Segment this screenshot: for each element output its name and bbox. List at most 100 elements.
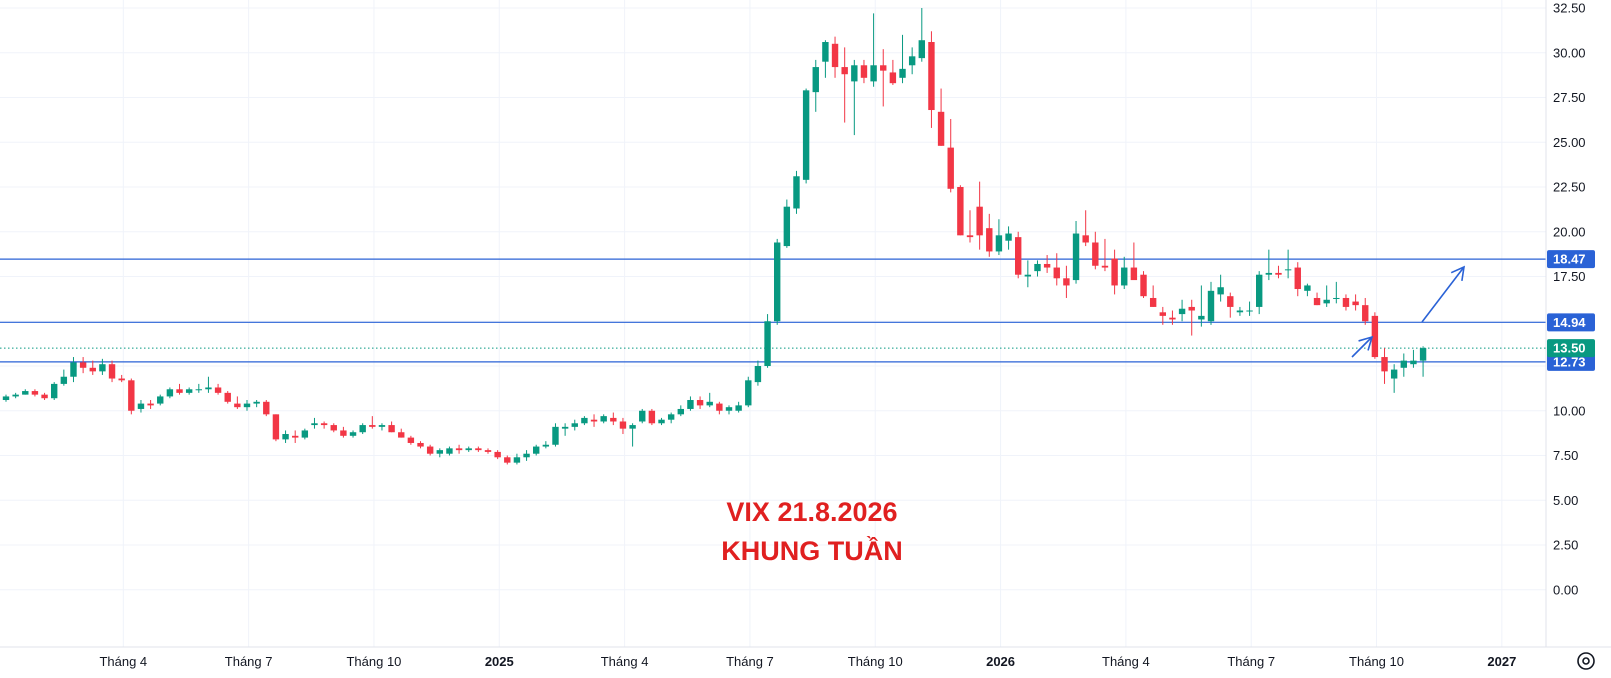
candle[interactable] <box>1275 265 1282 279</box>
candle[interactable] <box>1207 281 1215 325</box>
candle[interactable] <box>1227 292 1234 318</box>
candle[interactable] <box>937 88 945 146</box>
candle[interactable] <box>774 238 781 325</box>
candle[interactable] <box>128 378 135 415</box>
candle[interactable] <box>205 376 212 393</box>
candle[interactable] <box>417 441 424 449</box>
candle[interactable] <box>214 383 222 395</box>
candle[interactable] <box>137 400 145 413</box>
candle[interactable] <box>2 394 10 402</box>
candle[interactable] <box>629 423 636 447</box>
candle[interactable] <box>12 392 19 399</box>
candle[interactable] <box>70 357 77 383</box>
candle[interactable] <box>1111 249 1118 295</box>
candle[interactable] <box>1236 306 1244 316</box>
candle[interactable] <box>1246 301 1253 316</box>
candle[interactable] <box>716 401 723 415</box>
candle[interactable] <box>1323 285 1330 307</box>
candle[interactable] <box>687 396 694 411</box>
candle[interactable] <box>1082 210 1089 247</box>
candle[interactable] <box>600 414 607 424</box>
candle[interactable] <box>504 455 511 465</box>
candle[interactable] <box>552 423 559 447</box>
candle[interactable] <box>282 430 289 443</box>
candle[interactable] <box>908 47 916 75</box>
candle[interactable] <box>706 392 713 408</box>
candle[interactable] <box>1169 310 1176 325</box>
candle[interactable] <box>79 357 87 374</box>
candle[interactable] <box>263 400 270 417</box>
candle[interactable] <box>571 419 578 431</box>
candle[interactable] <box>899 34 906 84</box>
candle[interactable] <box>253 400 260 408</box>
candle[interactable] <box>31 389 39 397</box>
candle[interactable] <box>783 199 791 248</box>
candle[interactable] <box>349 430 357 438</box>
candle[interactable] <box>870 13 877 87</box>
candle[interactable] <box>648 408 656 426</box>
candle[interactable] <box>677 405 684 417</box>
candle[interactable] <box>1140 271 1147 298</box>
candle[interactable] <box>1024 260 1032 288</box>
candle[interactable] <box>542 441 550 449</box>
candle[interactable] <box>619 417 627 435</box>
candle[interactable] <box>581 416 588 426</box>
candle[interactable] <box>1159 306 1166 325</box>
candle[interactable] <box>157 394 164 406</box>
candle[interactable] <box>176 383 183 395</box>
candle[interactable] <box>1304 283 1311 297</box>
candle[interactable] <box>60 369 68 386</box>
candle[interactable] <box>320 421 328 429</box>
candle[interactable] <box>658 417 665 426</box>
candle[interactable] <box>340 426 347 438</box>
candle[interactable] <box>51 382 58 401</box>
candle[interactable] <box>1294 262 1301 297</box>
candle[interactable] <box>966 210 974 243</box>
candle[interactable] <box>822 40 829 78</box>
candle[interactable] <box>880 49 887 107</box>
candle[interactable] <box>1053 253 1060 286</box>
candle[interactable] <box>166 387 174 399</box>
candle[interactable] <box>1043 255 1051 273</box>
candle[interactable] <box>754 360 762 386</box>
candle[interactable] <box>1130 242 1138 281</box>
candle[interactable] <box>1313 292 1321 306</box>
candle[interactable] <box>1072 221 1080 284</box>
candle[interactable] <box>513 453 521 465</box>
candle[interactable] <box>561 423 569 436</box>
candle[interactable] <box>1352 294 1359 311</box>
candle[interactable] <box>311 417 318 429</box>
candle[interactable] <box>793 170 800 214</box>
candle[interactable] <box>185 387 193 395</box>
candle[interactable] <box>590 414 598 427</box>
candle[interactable] <box>735 401 742 413</box>
candle[interactable] <box>533 444 540 456</box>
candle[interactable] <box>1333 281 1340 304</box>
candle[interactable] <box>1400 353 1407 377</box>
candle[interactable] <box>667 412 675 424</box>
candle[interactable] <box>475 446 482 452</box>
time-axis[interactable]: Tháng 4 Tháng 7 Tháng 10 2025 Tháng 4 Tháng 7… <box>99 654 1516 669</box>
candle[interactable] <box>426 444 434 456</box>
candle[interactable] <box>243 400 251 411</box>
candle[interactable] <box>1342 294 1350 311</box>
candle[interactable] <box>359 423 366 435</box>
candle[interactable] <box>1284 249 1292 279</box>
candle[interactable] <box>1256 271 1263 315</box>
candle[interactable] <box>764 314 771 368</box>
candle[interactable] <box>1121 256 1128 290</box>
candle[interactable] <box>995 219 1003 256</box>
candle[interactable] <box>1015 231 1022 279</box>
candle[interactable] <box>292 430 299 443</box>
candle[interactable] <box>378 423 386 431</box>
candle[interactable] <box>398 428 405 438</box>
candle[interactable] <box>301 428 309 440</box>
candle[interactable] <box>41 392 48 401</box>
candle[interactable] <box>986 213 993 257</box>
candle[interactable] <box>851 59 858 136</box>
candle[interactable] <box>369 416 376 429</box>
candle[interactable] <box>234 396 241 409</box>
candle[interactable] <box>1063 265 1070 298</box>
candle[interactable] <box>1005 226 1012 250</box>
candle[interactable] <box>1419 346 1427 377</box>
